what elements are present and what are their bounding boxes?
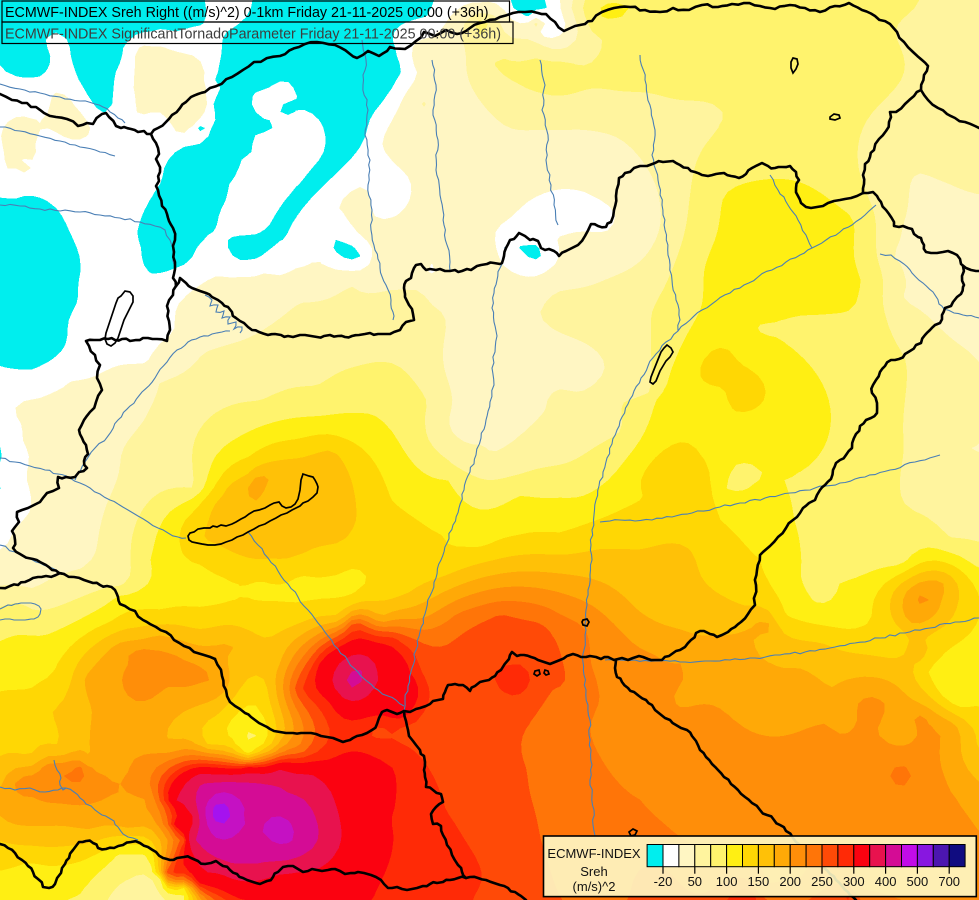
svg-text:250: 250 bbox=[811, 874, 833, 889]
svg-text:500: 500 bbox=[907, 874, 929, 889]
svg-text:300: 300 bbox=[843, 874, 865, 889]
svg-text:Sreh: Sreh bbox=[580, 864, 607, 879]
svg-text:100: 100 bbox=[716, 874, 738, 889]
svg-text:200: 200 bbox=[779, 874, 801, 889]
svg-text:150: 150 bbox=[748, 874, 770, 889]
svg-text:(m/s)^2: (m/s)^2 bbox=[573, 879, 616, 894]
svg-text:-20: -20 bbox=[654, 874, 673, 889]
svg-text:400: 400 bbox=[875, 874, 897, 889]
svg-text:ECMWF-INDEX: ECMWF-INDEX bbox=[547, 846, 640, 861]
svg-text:50: 50 bbox=[688, 874, 702, 889]
svg-text:ECMWF-INDEX SignificantTornado: ECMWF-INDEX SignificantTornadoParameter … bbox=[5, 27, 501, 43]
svg-text:ECMWF-INDEX Sreh Right ((m/s)^: ECMWF-INDEX Sreh Right ((m/s)^2) 0-1km F… bbox=[5, 5, 489, 21]
svg-text:700: 700 bbox=[938, 874, 960, 889]
